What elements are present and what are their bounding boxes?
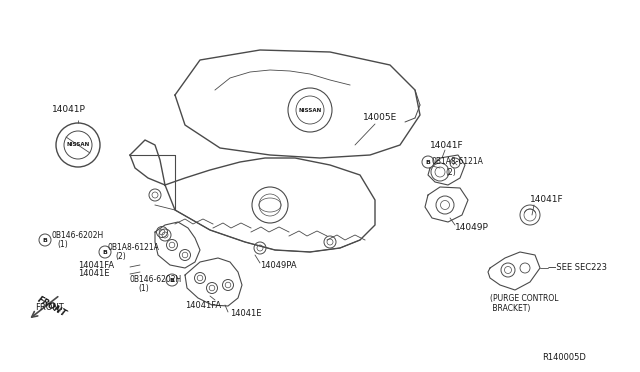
Text: 14041F: 14041F (530, 196, 564, 205)
Circle shape (166, 274, 178, 286)
Text: —SEE SEC223: —SEE SEC223 (548, 263, 607, 273)
Text: 14049PA: 14049PA (260, 260, 296, 269)
Circle shape (39, 234, 51, 246)
Text: NISSAN: NISSAN (298, 108, 322, 112)
Text: R140005D: R140005D (542, 353, 586, 362)
Text: B: B (43, 237, 47, 243)
Text: B: B (426, 160, 431, 164)
Text: BRACKET): BRACKET) (490, 304, 531, 312)
Text: 0B1A8-6121A: 0B1A8-6121A (432, 157, 484, 167)
Text: NISSAN: NISSAN (67, 142, 90, 148)
Text: 14041FA: 14041FA (185, 301, 221, 310)
Text: (1): (1) (138, 285, 148, 294)
Text: 14041F: 14041F (430, 141, 463, 150)
Text: 14041E: 14041E (78, 269, 109, 278)
Text: (2): (2) (445, 167, 456, 176)
Text: 14049P: 14049P (455, 224, 489, 232)
Text: 14005E: 14005E (363, 113, 397, 122)
Text: 0B146-6202H: 0B146-6202H (130, 276, 182, 285)
Text: (1): (1) (57, 240, 68, 248)
Text: 0B1A8-6121A: 0B1A8-6121A (108, 244, 160, 253)
Circle shape (99, 246, 111, 258)
Text: (2): (2) (115, 253, 125, 262)
Text: (PURGE CONTROL: (PURGE CONTROL (490, 294, 559, 302)
Text: B: B (102, 250, 108, 254)
Text: FRONT: FRONT (36, 304, 65, 312)
Text: 14041P: 14041P (52, 106, 86, 115)
Text: 14041FA: 14041FA (78, 260, 114, 269)
Text: B: B (170, 278, 175, 282)
Text: 14041E: 14041E (230, 310, 262, 318)
Text: FRONT: FRONT (36, 295, 68, 319)
Text: 0B146-6202H: 0B146-6202H (52, 231, 104, 240)
Circle shape (422, 156, 434, 168)
